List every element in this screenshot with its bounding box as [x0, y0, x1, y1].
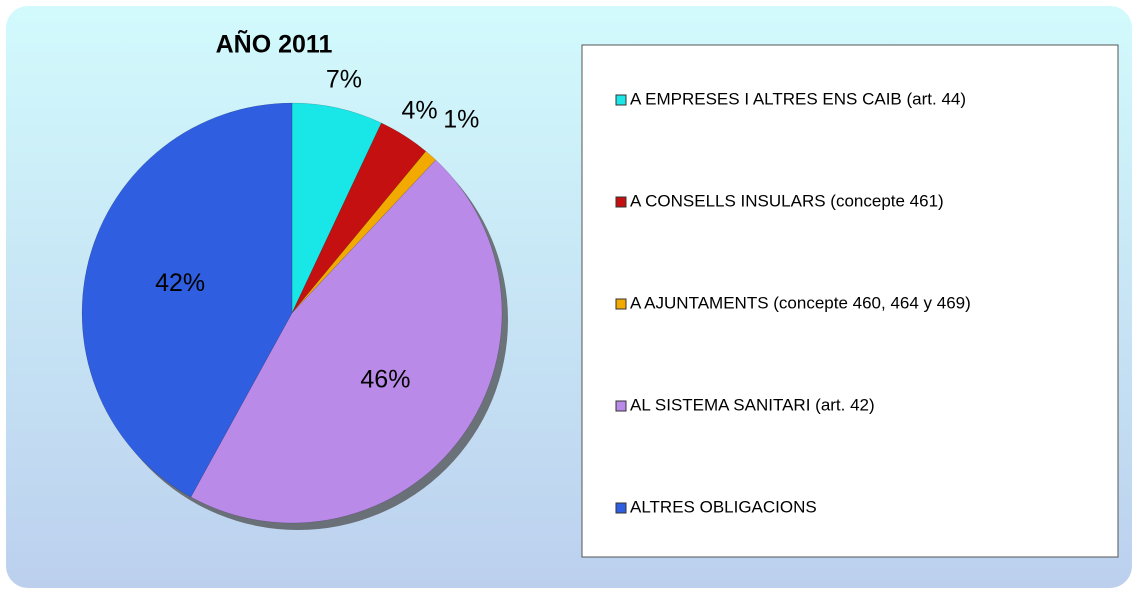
legend-label: AL SISTEMA SANITARI (art. 42): [630, 395, 875, 414]
legend-swatch: [615, 94, 627, 106]
data-label: 7%: [326, 65, 362, 93]
pie-slice: [81, 102, 293, 498]
legend-swatch: [615, 196, 627, 208]
pie-slice: [291, 122, 427, 314]
data-label: 1%: [443, 106, 479, 134]
pie-slice: [291, 150, 437, 314]
data-label: 42%: [155, 269, 205, 297]
legend-label: A EMPRESES I ALTRES ENS CAIB (art. 44): [630, 89, 966, 108]
legend-swatch: [615, 400, 627, 412]
chart-title: AÑO 2011: [216, 29, 333, 59]
legend-label: A AJUNTAMENTS (concepte 460, 464 y 469): [630, 293, 971, 312]
legend-label: A CONSELLS INSULARS (concepte 461): [630, 191, 944, 210]
legend-swatch: [615, 298, 627, 310]
pie-slice: [291, 102, 382, 314]
legend-label: ALTRES OBLIGACIONS: [630, 497, 817, 516]
legend-box: [581, 44, 1119, 558]
data-label: 4%: [401, 97, 437, 125]
pie-slice: [190, 159, 503, 524]
data-label: 46%: [360, 365, 410, 393]
legend-swatch: [615, 502, 627, 514]
